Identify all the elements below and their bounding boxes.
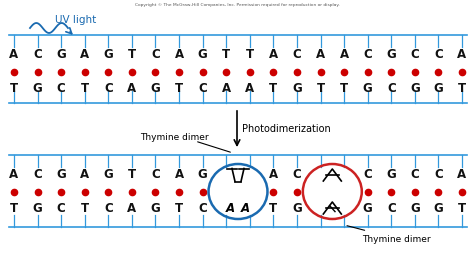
Text: C: C	[434, 49, 443, 62]
Text: C: C	[33, 49, 42, 62]
Text: T: T	[246, 49, 254, 62]
Text: C: C	[387, 201, 396, 214]
Text: A: A	[9, 49, 18, 62]
Text: G: G	[410, 82, 419, 95]
Text: A: A	[241, 201, 250, 214]
Text: T: T	[458, 82, 466, 95]
Text: A: A	[80, 168, 89, 182]
Text: G: G	[151, 82, 160, 95]
Text: T: T	[269, 201, 277, 214]
Text: C: C	[104, 201, 113, 214]
Text: Copyright © The McGraw-Hill Companies, Inc. Permission required for reproduction: Copyright © The McGraw-Hill Companies, I…	[135, 3, 339, 7]
Text: C: C	[33, 168, 42, 182]
Text: T: T	[81, 201, 89, 214]
Text: G: G	[410, 201, 419, 214]
Text: G: G	[363, 82, 373, 95]
Text: G: G	[151, 201, 160, 214]
Text: T: T	[10, 201, 18, 214]
Text: A: A	[222, 82, 231, 95]
Text: C: C	[198, 201, 207, 214]
Text: C: C	[410, 49, 419, 62]
Text: G: G	[292, 201, 302, 214]
Text: T: T	[458, 201, 466, 214]
Text: T: T	[128, 49, 136, 62]
Text: A: A	[339, 49, 349, 62]
Text: T: T	[81, 82, 89, 95]
Text: C: C	[387, 82, 396, 95]
Text: T: T	[128, 168, 136, 182]
Text: T: T	[175, 82, 183, 95]
Text: G: G	[103, 49, 113, 62]
Text: A: A	[128, 201, 137, 214]
Text: C: C	[410, 168, 419, 182]
Text: T: T	[175, 201, 183, 214]
Text: G: G	[56, 168, 66, 182]
Text: Photodimerization: Photodimerization	[242, 124, 331, 134]
Text: G: G	[434, 82, 443, 95]
Text: G: G	[33, 82, 43, 95]
Text: G: G	[198, 49, 208, 62]
Text: C: C	[434, 168, 443, 182]
Text: G: G	[292, 82, 302, 95]
Text: A: A	[269, 168, 278, 182]
Text: C: C	[292, 168, 301, 182]
Text: T: T	[340, 82, 348, 95]
Text: A: A	[457, 168, 466, 182]
Text: Thymine dimer: Thymine dimer	[140, 133, 209, 142]
Text: G: G	[103, 168, 113, 182]
Text: UV light: UV light	[55, 15, 96, 25]
Text: A: A	[245, 82, 255, 95]
Text: Thymine dimer: Thymine dimer	[362, 234, 431, 243]
Text: C: C	[57, 201, 65, 214]
Text: G: G	[56, 49, 66, 62]
Text: C: C	[363, 49, 372, 62]
Text: C: C	[292, 49, 301, 62]
Text: A: A	[80, 49, 89, 62]
Text: G: G	[363, 201, 373, 214]
Text: T: T	[269, 82, 277, 95]
Text: G: G	[386, 49, 396, 62]
Text: G: G	[434, 201, 443, 214]
Text: C: C	[363, 168, 372, 182]
Text: C: C	[57, 82, 65, 95]
Text: C: C	[151, 168, 160, 182]
Text: A: A	[316, 49, 325, 62]
Text: A: A	[457, 49, 466, 62]
Text: G: G	[386, 168, 396, 182]
Text: A: A	[226, 201, 235, 214]
Text: A: A	[174, 49, 183, 62]
Text: T: T	[222, 49, 230, 62]
Text: A: A	[128, 82, 137, 95]
Text: C: C	[151, 49, 160, 62]
Text: G: G	[198, 168, 208, 182]
Text: T: T	[317, 82, 325, 95]
Text: T: T	[10, 82, 18, 95]
Text: G: G	[33, 201, 43, 214]
Text: C: C	[198, 82, 207, 95]
Text: A: A	[174, 168, 183, 182]
Text: A: A	[9, 168, 18, 182]
Text: A: A	[269, 49, 278, 62]
Text: C: C	[104, 82, 113, 95]
